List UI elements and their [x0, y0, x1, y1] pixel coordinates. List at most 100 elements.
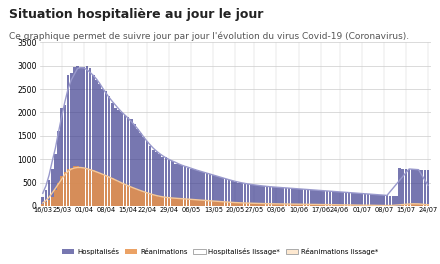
Bar: [297, 189, 300, 206]
Bar: [250, 203, 253, 206]
Bar: [48, 200, 51, 206]
Bar: [196, 170, 199, 206]
Bar: [183, 199, 186, 206]
Bar: [202, 200, 205, 206]
Bar: [319, 191, 322, 206]
Bar: [427, 170, 429, 206]
Bar: [146, 142, 148, 206]
Bar: [345, 205, 347, 206]
Bar: [111, 103, 114, 206]
Bar: [190, 199, 193, 206]
Hospitalisés lissage*: [62, 100, 67, 103]
Bar: [146, 193, 148, 206]
Bar: [117, 110, 120, 206]
Bar: [215, 176, 218, 206]
Bar: [73, 67, 76, 206]
Bar: [101, 174, 104, 206]
Bar: [250, 185, 253, 206]
Bar: [405, 169, 407, 206]
Bar: [98, 173, 101, 206]
Bar: [231, 202, 234, 206]
Bar: [161, 157, 164, 206]
Bar: [51, 197, 54, 206]
Bar: [193, 169, 196, 206]
Bar: [215, 201, 218, 206]
Bar: [136, 129, 139, 206]
Line: Hospitalisés lissage*: Hospitalisés lissage*: [43, 68, 428, 195]
Bar: [139, 191, 142, 206]
Réanimations lissage*: [40, 201, 45, 205]
Bar: [168, 159, 170, 206]
Bar: [240, 203, 243, 206]
Bar: [272, 204, 275, 206]
Bar: [161, 197, 164, 206]
Bar: [367, 194, 370, 206]
Bar: [234, 182, 237, 206]
Bar: [335, 192, 338, 206]
Bar: [323, 191, 325, 206]
Réanimations lissage*: [154, 194, 159, 197]
Bar: [48, 180, 51, 206]
Hospitalisés lissage*: [425, 184, 431, 187]
Bar: [373, 205, 376, 206]
Bar: [294, 188, 297, 206]
Bar: [411, 204, 414, 206]
Bar: [228, 180, 231, 206]
Hospitalisés lissage*: [211, 173, 216, 177]
Bar: [228, 202, 231, 206]
Hospitalisés lissage*: [78, 66, 83, 69]
Bar: [67, 169, 70, 206]
Bar: [193, 200, 196, 206]
Bar: [385, 195, 389, 206]
Bar: [174, 198, 177, 206]
Bar: [395, 196, 398, 206]
Bar: [139, 133, 142, 206]
Bar: [86, 168, 88, 206]
Bar: [376, 205, 379, 206]
Bar: [420, 204, 423, 206]
Bar: [408, 169, 411, 206]
Réanimations lissage*: [388, 204, 393, 207]
Bar: [351, 193, 354, 206]
Bar: [329, 191, 331, 206]
Bar: [332, 205, 335, 206]
Bar: [41, 197, 44, 206]
Bar: [288, 188, 290, 206]
Bar: [205, 201, 208, 206]
Bar: [313, 190, 315, 206]
Bar: [291, 188, 293, 206]
Bar: [275, 204, 278, 206]
Bar: [341, 192, 344, 206]
Bar: [363, 205, 366, 206]
Bar: [307, 204, 309, 206]
Bar: [291, 204, 293, 206]
Bar: [149, 194, 151, 206]
Hospitalisés lissage*: [81, 66, 86, 69]
Bar: [174, 164, 177, 206]
Bar: [370, 205, 373, 206]
Bar: [70, 168, 73, 206]
Bar: [95, 80, 98, 206]
Bar: [414, 169, 417, 206]
Bar: [266, 186, 268, 206]
Bar: [269, 204, 271, 206]
Réanimations lissage*: [425, 203, 431, 206]
Bar: [187, 168, 189, 206]
Bar: [335, 205, 338, 206]
Bar: [136, 190, 139, 206]
Bar: [155, 196, 158, 206]
Bar: [101, 89, 104, 206]
Bar: [237, 203, 240, 206]
Bar: [60, 108, 63, 206]
Bar: [171, 198, 174, 206]
Bar: [288, 204, 290, 206]
Bar: [127, 117, 129, 206]
Bar: [269, 187, 271, 206]
Bar: [282, 204, 284, 206]
Bar: [420, 170, 423, 206]
Bar: [379, 205, 382, 206]
Bar: [82, 67, 85, 206]
Bar: [218, 201, 221, 206]
Bar: [243, 183, 246, 206]
Bar: [89, 68, 92, 206]
